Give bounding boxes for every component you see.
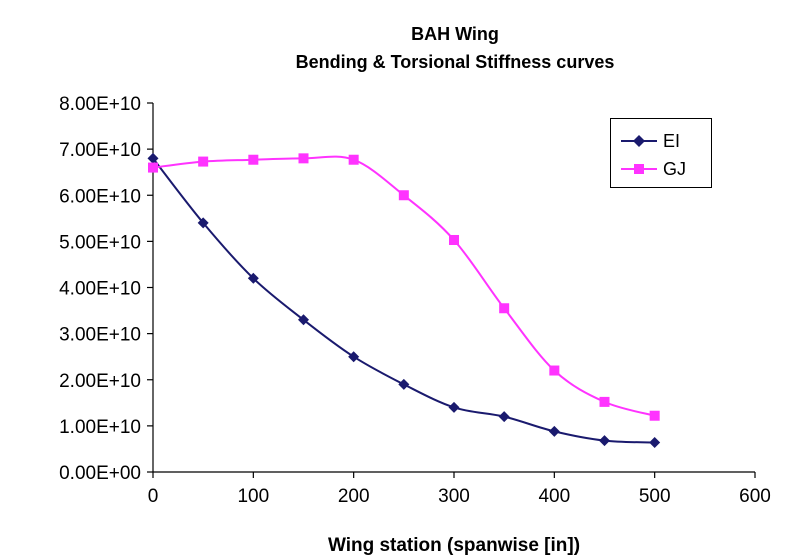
data-point-gj bbox=[198, 156, 209, 167]
data-point-gj bbox=[599, 396, 610, 407]
data-point-gj bbox=[298, 153, 309, 164]
data-point-ei bbox=[548, 425, 560, 437]
legend-item-gj: GJ bbox=[619, 159, 686, 179]
y-tick-label: 8.00E+10 bbox=[59, 94, 141, 115]
legend-swatch-gj bbox=[621, 164, 657, 174]
y-tick-label: 1.00E+10 bbox=[59, 417, 141, 438]
y-tick-label: 2.00E+10 bbox=[59, 371, 141, 392]
data-point-gj bbox=[449, 234, 459, 245]
legend-swatch-ei bbox=[621, 135, 657, 147]
y-tick-label: 6.00E+10 bbox=[59, 186, 141, 207]
data-point-ei bbox=[649, 436, 661, 448]
x-tick-label: 300 bbox=[438, 486, 470, 507]
data-point-ei bbox=[348, 351, 360, 363]
chart-title-block: BAH Wing Bending & Torsional Stiffness c… bbox=[150, 20, 760, 76]
y-tick-label: 7.00E+10 bbox=[59, 140, 141, 161]
data-point-ei bbox=[197, 217, 209, 229]
data-point-gj bbox=[398, 190, 409, 201]
data-point-gj bbox=[499, 303, 510, 314]
legend-item-ei: EI bbox=[619, 131, 680, 151]
x-axis-title: Wing station (spanwise [in]) bbox=[328, 535, 580, 556]
data-point-ei bbox=[448, 401, 460, 413]
data-point-gj bbox=[148, 162, 158, 173]
x-tick-label: 200 bbox=[338, 486, 370, 507]
data-point-gj bbox=[549, 365, 560, 376]
series-line-gj bbox=[152, 155, 655, 417]
legend-label-gj: GJ bbox=[663, 158, 687, 179]
chart-subtitle: Bending & Torsional Stiffness curves bbox=[295, 52, 615, 72]
data-point-ei bbox=[599, 435, 610, 447]
data-point-ei bbox=[398, 378, 410, 390]
legend-label-ei: EI bbox=[663, 130, 681, 151]
data-point-gj bbox=[348, 154, 359, 165]
x-tick-label: 600 bbox=[739, 486, 771, 507]
data-point-ei bbox=[498, 411, 510, 423]
y-tick-label: 3.00E+10 bbox=[59, 325, 141, 346]
chart-title: BAH Wing bbox=[411, 24, 499, 44]
data-point-ei bbox=[298, 314, 309, 326]
data-point-ei bbox=[247, 272, 259, 284]
y-tick-label: 5.00E+10 bbox=[59, 232, 141, 253]
y-tick-label: 4.00E+10 bbox=[59, 279, 141, 300]
x-tick-label: 500 bbox=[639, 486, 671, 507]
x-tick-label: 400 bbox=[538, 486, 570, 507]
data-point-gj bbox=[649, 410, 660, 421]
data-point-ei bbox=[147, 152, 159, 164]
legend: EI GJ bbox=[610, 118, 712, 188]
x-tick-label: 0 bbox=[148, 486, 159, 507]
y-tick-label: 0.00E+00 bbox=[59, 463, 141, 484]
data-point-gj bbox=[248, 154, 259, 165]
x-tick-label: 100 bbox=[237, 486, 269, 507]
series-line-ei bbox=[152, 157, 655, 444]
